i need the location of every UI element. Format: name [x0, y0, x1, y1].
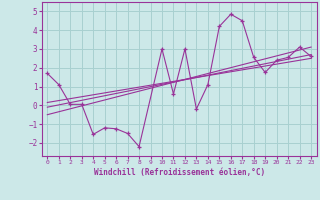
X-axis label: Windchill (Refroidissement éolien,°C): Windchill (Refroidissement éolien,°C) [94, 168, 265, 177]
